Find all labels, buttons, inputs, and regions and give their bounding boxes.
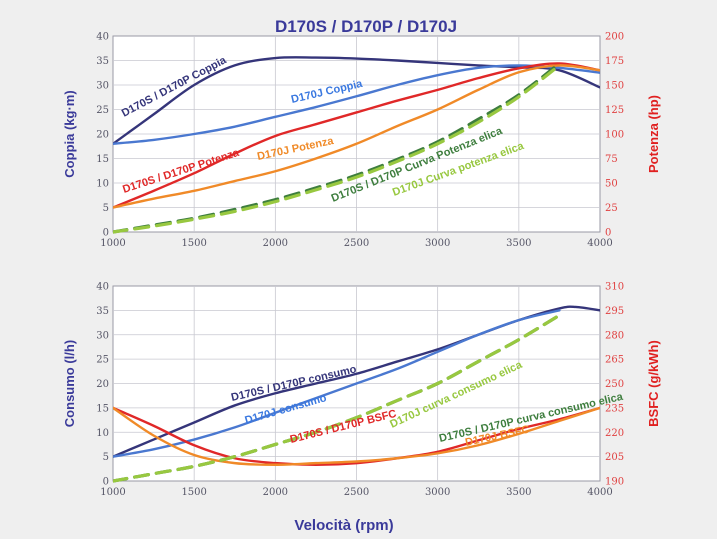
series-line-d170j-bsfc: [113, 406, 600, 466]
series-group: [113, 305, 600, 483]
y2-tick-label: 125: [605, 105, 624, 116]
y2-tick-label: 175: [605, 56, 624, 67]
y-tick-label: 40: [96, 32, 109, 43]
y2-tick-label: 100: [605, 130, 624, 141]
series-line-d170j-coppia: [113, 64, 600, 145]
y2-tick-label: 50: [605, 179, 618, 190]
x-tick-label: 3000: [425, 238, 450, 249]
series-group: [113, 56, 600, 234]
x-tick-label: 1000: [100, 238, 125, 249]
y2-axis-label: Potenza (hp): [646, 95, 661, 173]
x-axis-label: Velocità (rpm): [294, 517, 393, 534]
y-tick-label: 15: [96, 403, 109, 414]
y2-tick-label: 0: [605, 228, 611, 239]
y2-tick-label: 220: [605, 428, 624, 439]
y2-axis-label: BSFC (g/kWh): [646, 340, 661, 427]
y-tick-label: 10: [96, 428, 109, 439]
y-tick-label: 30: [96, 81, 109, 92]
x-tick-label: 4000: [587, 487, 612, 498]
y-tick-label: 5: [103, 203, 109, 214]
y2-tick-label: 310: [605, 282, 624, 293]
x-tick-label: 1500: [181, 487, 206, 498]
y-tick-label: 5: [103, 452, 109, 463]
y2-tick-label: 25: [605, 203, 618, 214]
y2-tick-label: 75: [605, 154, 618, 165]
y-tick-label: 10: [96, 179, 109, 190]
x-tick-label: 3500: [506, 238, 531, 249]
y2-tick-label: 235: [605, 403, 624, 414]
chart-title: D170S / D170P / D170J: [275, 17, 457, 36]
series-line-d170s-d170p-potenza: [113, 62, 600, 209]
series-line-d170j-curva-consumo-elica: [113, 313, 562, 483]
y-tick-label: 35: [96, 56, 109, 67]
series-line-d170j-curva-potenza-elica: [113, 63, 562, 234]
y-axis-label: Consumo (l/h): [62, 340, 77, 427]
y2-tick-label: 295: [605, 306, 624, 317]
series-line-d170j-consumo: [113, 309, 561, 458]
y2-tick-label: 190: [605, 477, 624, 488]
series-line-d170s-d170p-bsfc: [113, 406, 600, 466]
chart-panel-2: 0 5 10 15 20 25 30 35 40 190 205 220 235 250 265 280 295…: [62, 282, 661, 535]
x-tick-label: 2000: [263, 487, 288, 498]
y-tick-label: 0: [103, 477, 109, 488]
y-tick-label: 15: [96, 154, 109, 165]
y2-tick-label: 150: [605, 81, 624, 92]
x-tick-label: 2000: [263, 238, 288, 249]
y2-tick-label: 265: [605, 355, 624, 366]
y-tick-label: 25: [96, 355, 109, 366]
y-tick-label: 20: [96, 379, 109, 390]
y2-tick-label: 200: [605, 32, 624, 43]
x-tick-label: 3500: [506, 487, 531, 498]
y2-tick-label: 280: [605, 330, 624, 341]
y-tick-label: 20: [96, 130, 109, 141]
series-line-d170j-potenza: [113, 64, 600, 209]
x-tick-label: 2500: [344, 487, 369, 498]
x-tick-label: 2500: [344, 238, 369, 249]
y2-tick-label: 205: [605, 452, 624, 463]
y-tick-label: 40: [96, 282, 109, 293]
y-tick-label: 30: [96, 330, 109, 341]
x-tick-label: 1000: [100, 487, 125, 498]
series-line-d170s-d170p-consumo: [113, 305, 600, 458]
y-tick-label: 25: [96, 105, 109, 116]
x-tick-label: 3000: [425, 487, 450, 498]
y-tick-label: 0: [103, 228, 109, 239]
y-axis-label: Coppia (kg·m): [62, 90, 77, 177]
y2-tick-label: 250: [605, 379, 624, 390]
x-tick-label: 4000: [587, 238, 612, 249]
y-tick-label: 35: [96, 306, 109, 317]
chart-panel-1: 0 5 10 15 20 25 30 35 40 0 25 50 75 100 125 150 175 200 10…: [62, 32, 661, 250]
x-tick-label: 1500: [181, 238, 206, 249]
